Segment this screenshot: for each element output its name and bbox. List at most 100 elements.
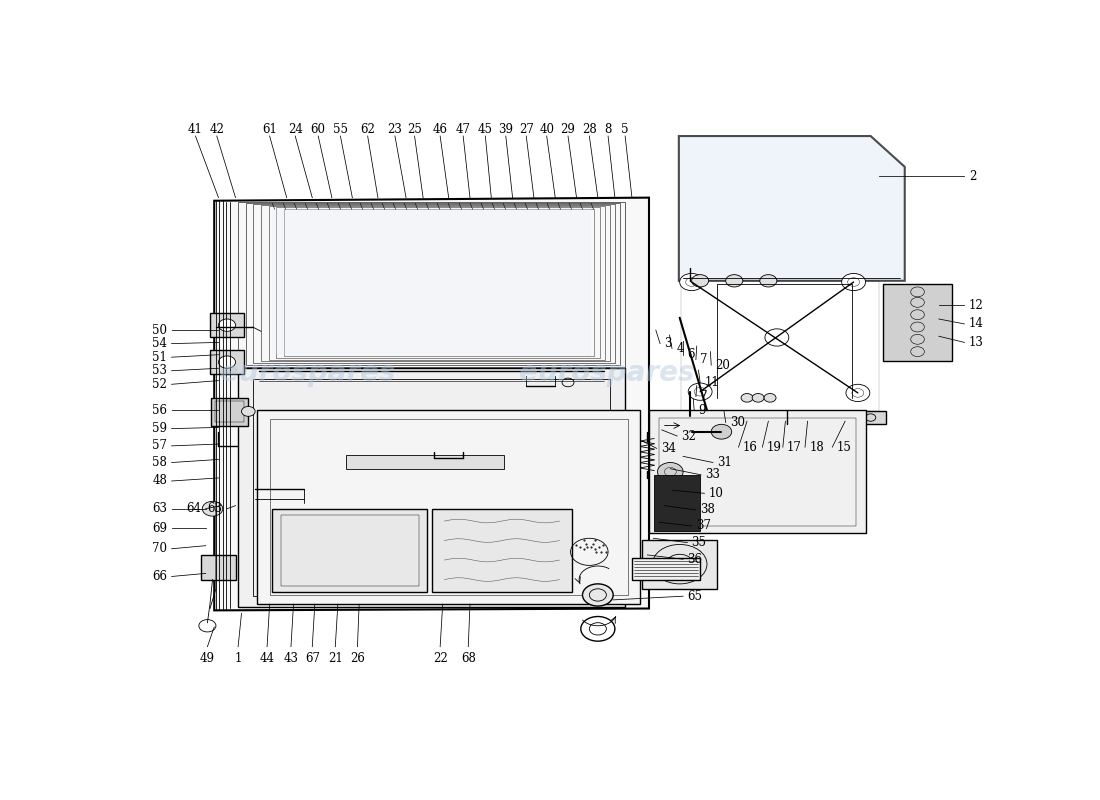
Circle shape [219, 319, 235, 331]
Circle shape [712, 424, 732, 439]
Text: 33: 33 [705, 468, 720, 482]
Text: 63: 63 [208, 502, 222, 515]
Polygon shape [631, 558, 700, 579]
Polygon shape [642, 539, 717, 589]
Text: 22: 22 [432, 652, 448, 665]
Text: 37: 37 [696, 519, 711, 533]
Circle shape [689, 383, 712, 400]
Text: 69: 69 [152, 522, 167, 535]
Circle shape [726, 274, 742, 287]
Circle shape [741, 394, 754, 402]
Text: 61: 61 [262, 123, 277, 136]
Text: 9: 9 [698, 404, 706, 417]
Text: 7: 7 [700, 390, 707, 403]
Text: 1: 1 [234, 652, 242, 665]
Text: 51: 51 [153, 350, 167, 364]
Text: 27: 27 [519, 123, 534, 136]
Text: 55: 55 [333, 123, 348, 136]
Text: 11: 11 [704, 376, 719, 389]
Polygon shape [201, 555, 235, 579]
Text: 56: 56 [152, 404, 167, 417]
Polygon shape [679, 136, 904, 281]
Polygon shape [431, 509, 572, 592]
Text: 67: 67 [305, 652, 320, 665]
Text: 13: 13 [969, 336, 983, 349]
Text: 4: 4 [676, 342, 684, 355]
Text: 66: 66 [152, 570, 167, 583]
Text: 68: 68 [461, 652, 475, 665]
Polygon shape [238, 368, 625, 607]
Text: 19: 19 [767, 441, 781, 454]
Polygon shape [272, 208, 591, 354]
Text: 63: 63 [152, 502, 167, 515]
Text: 65: 65 [688, 590, 703, 602]
Text: 5: 5 [621, 123, 629, 136]
Polygon shape [735, 411, 886, 424]
Text: 45: 45 [477, 123, 493, 136]
Text: 57: 57 [152, 439, 167, 452]
Text: 23: 23 [387, 123, 403, 136]
Text: 54: 54 [152, 337, 167, 350]
Text: 29: 29 [561, 123, 575, 136]
Text: 20: 20 [715, 358, 730, 372]
Text: 17: 17 [788, 441, 802, 454]
Text: 48: 48 [153, 474, 167, 487]
Text: 49: 49 [200, 652, 214, 665]
Text: 60: 60 [310, 123, 326, 136]
Polygon shape [257, 410, 640, 604]
Text: 64: 64 [186, 502, 201, 515]
Circle shape [760, 274, 777, 287]
Text: 26: 26 [350, 652, 365, 665]
Polygon shape [883, 284, 952, 361]
Circle shape [680, 274, 704, 290]
Text: 35: 35 [692, 536, 706, 549]
Text: 41: 41 [188, 123, 202, 136]
Text: 43: 43 [284, 652, 298, 665]
Text: 59: 59 [152, 422, 167, 435]
Text: 34: 34 [661, 442, 675, 455]
Circle shape [846, 384, 870, 402]
Polygon shape [649, 410, 867, 534]
Text: 28: 28 [582, 123, 596, 136]
Text: 50: 50 [152, 323, 167, 337]
Polygon shape [211, 398, 249, 426]
Text: 18: 18 [810, 441, 824, 454]
Text: 46: 46 [432, 123, 448, 136]
Text: 39: 39 [498, 123, 514, 136]
Text: 6: 6 [688, 348, 695, 362]
Circle shape [842, 274, 866, 290]
Text: 58: 58 [153, 456, 167, 469]
Polygon shape [346, 454, 504, 469]
Circle shape [692, 274, 708, 287]
Text: 53: 53 [152, 364, 167, 378]
Text: 24: 24 [288, 123, 302, 136]
Text: 14: 14 [969, 318, 983, 330]
Circle shape [764, 329, 789, 346]
Text: 38: 38 [700, 503, 715, 517]
Text: 52: 52 [153, 378, 167, 390]
Circle shape [583, 584, 613, 606]
Circle shape [219, 356, 235, 368]
Circle shape [658, 462, 683, 481]
Text: 40: 40 [539, 123, 554, 136]
Polygon shape [210, 313, 244, 338]
Text: 44: 44 [260, 652, 275, 665]
Text: eurospares: eurospares [220, 359, 396, 387]
Text: 62: 62 [360, 123, 375, 136]
Polygon shape [210, 350, 244, 374]
Text: 12: 12 [969, 299, 983, 312]
Text: 30: 30 [730, 416, 745, 429]
Circle shape [764, 394, 776, 402]
Polygon shape [214, 198, 649, 610]
Text: 31: 31 [717, 456, 733, 469]
Text: 36: 36 [688, 553, 703, 566]
Text: 7: 7 [700, 353, 707, 366]
Text: 2: 2 [969, 170, 976, 182]
Text: 15: 15 [836, 441, 851, 454]
Circle shape [242, 406, 255, 416]
Circle shape [752, 394, 764, 402]
Text: 70: 70 [152, 542, 167, 555]
Text: 25: 25 [407, 123, 422, 136]
Polygon shape [654, 475, 700, 531]
Text: 3: 3 [664, 337, 672, 350]
